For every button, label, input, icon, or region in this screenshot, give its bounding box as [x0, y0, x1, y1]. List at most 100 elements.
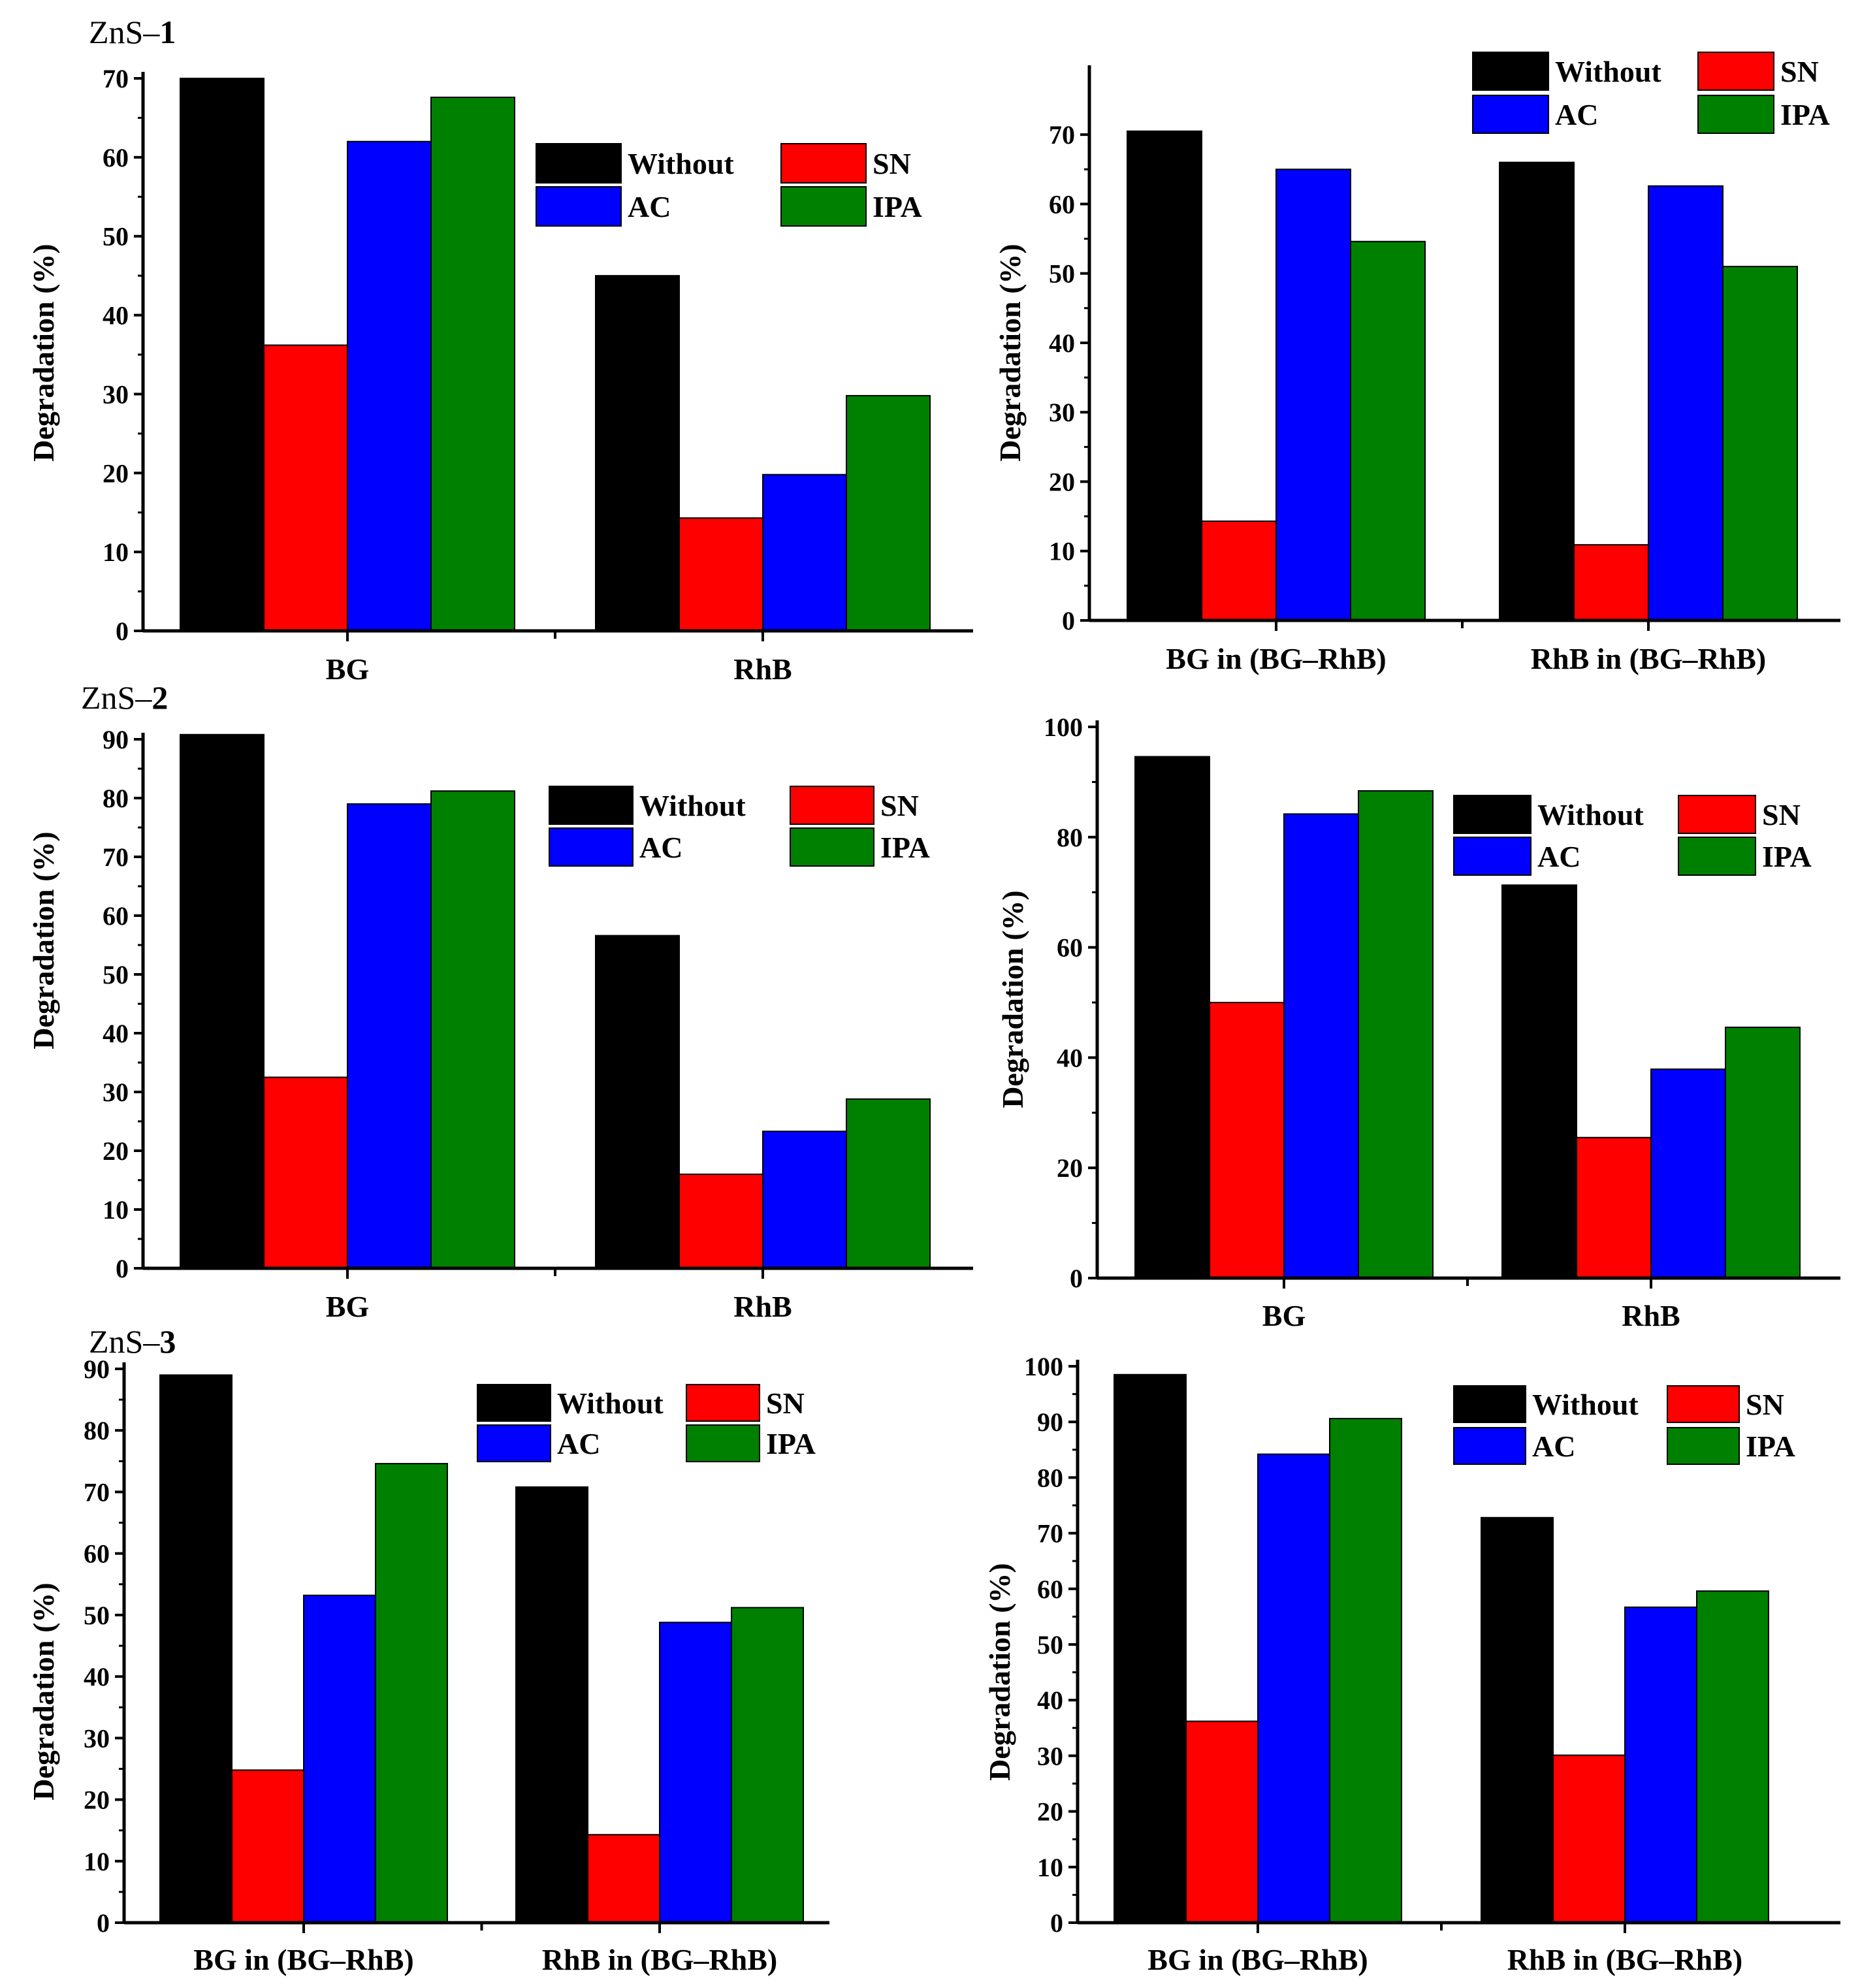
y-tick-label: 30 [84, 1723, 110, 1753]
x-tick-label: BG in (BG–RhB) [1166, 642, 1386, 675]
y-tick-label: 10 [103, 537, 129, 567]
x-tick-label: RhB [733, 1290, 792, 1323]
y-tick-label: 40 [1057, 1043, 1083, 1072]
legend-swatch-without [536, 143, 622, 184]
bar-sn-2 [1576, 1136, 1652, 1279]
legend-swatch-without [549, 786, 633, 825]
chart-6: 0 10 20 30 40 50 60 70 80 90 100 BG in (BG–RhB) RhB … [983, 1352, 1840, 1976]
bar-ac-1 [1275, 168, 1351, 621]
legend-label-ac: AC [557, 1427, 600, 1460]
y-tick-label: 0 [1050, 1908, 1063, 1938]
bar-sn-1 [1209, 1002, 1285, 1279]
y-tick-label: 10 [103, 1195, 129, 1225]
legend-swatch-ipa [1697, 95, 1774, 134]
bar-without-1 [159, 1374, 232, 1923]
panel-number: 3 [159, 1323, 176, 1360]
bar-sn-1 [263, 1076, 348, 1269]
y-tick-label: 80 [1057, 823, 1083, 852]
legend-swatch-without [1453, 1385, 1526, 1423]
y-tick-label: 30 [103, 379, 129, 409]
bar-ipa-1 [1358, 790, 1434, 1279]
y-tick-label: 0 [116, 1254, 129, 1283]
legend-swatch-ipa [1678, 837, 1756, 876]
y-tick-label: 20 [1057, 1153, 1083, 1183]
bar-without-2 [595, 935, 680, 1269]
y-axis-label: Degradation (%) [27, 244, 60, 461]
y-axis-label: Degradation (%) [27, 1582, 60, 1800]
chart-1: 0 10 20 30 40 50 60 70 BG RhB Degradation (%) ZnS–1… [27, 14, 973, 686]
legend-label-ipa: IPA [1780, 98, 1830, 131]
bar-ac-1 [1257, 1453, 1330, 1923]
legend-label-without: Without [557, 1387, 664, 1420]
y-tick-label: 50 [84, 1601, 110, 1630]
legend-label-ac: AC [628, 190, 671, 223]
y-tick-label: 70 [84, 1477, 110, 1507]
y-tick-label: 20 [103, 1136, 129, 1166]
legend-swatch-ipa [780, 186, 867, 227]
x-tick-label: RhB [1622, 1299, 1680, 1332]
bar-sn-1 [263, 344, 348, 632]
y-tick-label: 30 [1037, 1741, 1063, 1771]
bar-ipa-1 [430, 97, 515, 632]
y-tick-label: 10 [84, 1847, 110, 1876]
bar-without-2 [1499, 161, 1575, 621]
bar-without-1 [180, 78, 265, 632]
legend-swatch-sn [686, 1384, 760, 1422]
y-tick-label: 10 [1049, 537, 1075, 566]
legend-swatch-ac [1453, 837, 1531, 876]
x-tick-label: BG [326, 1290, 369, 1323]
x-tick-label: RhB in (BG–RhB) [542, 1943, 777, 1976]
bar-ipa-2 [731, 1607, 804, 1924]
chart-2: 0 10 20 30 40 50 60 70 BG in (BG–RhB) RhB in (BG–… [993, 52, 1840, 675]
legend-label-sn: SN [1762, 798, 1801, 831]
bar-ac-1 [1283, 813, 1359, 1279]
y-tick-label: 60 [84, 1539, 110, 1569]
y-tick-label: 0 [1062, 606, 1075, 635]
legend-swatch-ac [1472, 95, 1549, 134]
y-tick-label: 0 [116, 617, 129, 646]
y-tick-label: 100 [1024, 1352, 1063, 1381]
bar-without-1 [180, 733, 265, 1270]
legend-label-sn: SN [873, 147, 911, 180]
y-tick-label: 0 [97, 1908, 110, 1938]
y-tick-label: 80 [84, 1416, 110, 1445]
legend-swatch-ipa [790, 827, 874, 867]
legend-swatch-ac [549, 827, 633, 867]
y-tick-label: 60 [103, 901, 129, 931]
legend-label-ac: AC [1537, 840, 1580, 873]
panel-number: 1 [159, 14, 176, 50]
legend-swatch-sn [790, 786, 874, 825]
chart-3: 0 10 20 30 40 50 60 70 80 90 BG RhB Degradation (%) Z… [27, 679, 973, 1323]
y-tick-label: 70 [1049, 120, 1075, 150]
bar-ipa-1 [1329, 1418, 1402, 1923]
y-tick-label: 40 [103, 301, 129, 330]
legend-label-ipa: IPA [880, 831, 930, 864]
y-tick-label: 70 [1037, 1519, 1063, 1548]
y-tick-label: 40 [1049, 329, 1075, 358]
legend-label-ipa: IPA [766, 1427, 816, 1460]
y-axis-label: Degradation (%) [996, 890, 1029, 1108]
bar-sn-1 [1201, 521, 1277, 622]
bar-sn-2 [679, 517, 763, 632]
bar-ipa-2 [1722, 266, 1798, 622]
bar-without-2 [1481, 1516, 1554, 1923]
bar-ac-2 [1648, 185, 1724, 621]
y-tick-label: 100 [1044, 713, 1083, 742]
bar-ipa-1 [375, 1463, 448, 1924]
bar-ac-2 [1650, 1068, 1726, 1279]
bar-sn-1 [231, 1769, 304, 1923]
legend-label-without: Without [1532, 1388, 1639, 1421]
y-tick-label: 20 [84, 1786, 110, 1815]
bar-sn-2 [587, 1834, 660, 1923]
y-tick-label: 20 [1049, 467, 1075, 496]
legend-label-without: Without [1555, 55, 1661, 88]
legend-swatch-ac [1453, 1427, 1526, 1465]
legend-label-ac: AC [1555, 98, 1598, 131]
bar-without-2 [1501, 884, 1577, 1279]
bar-sn-1 [1185, 1720, 1259, 1923]
bar-without-1 [1134, 756, 1210, 1279]
y-tick-label: 40 [84, 1662, 110, 1691]
y-tick-label: 50 [1037, 1630, 1063, 1659]
legend-label-ipa: IPA [1746, 1430, 1795, 1463]
